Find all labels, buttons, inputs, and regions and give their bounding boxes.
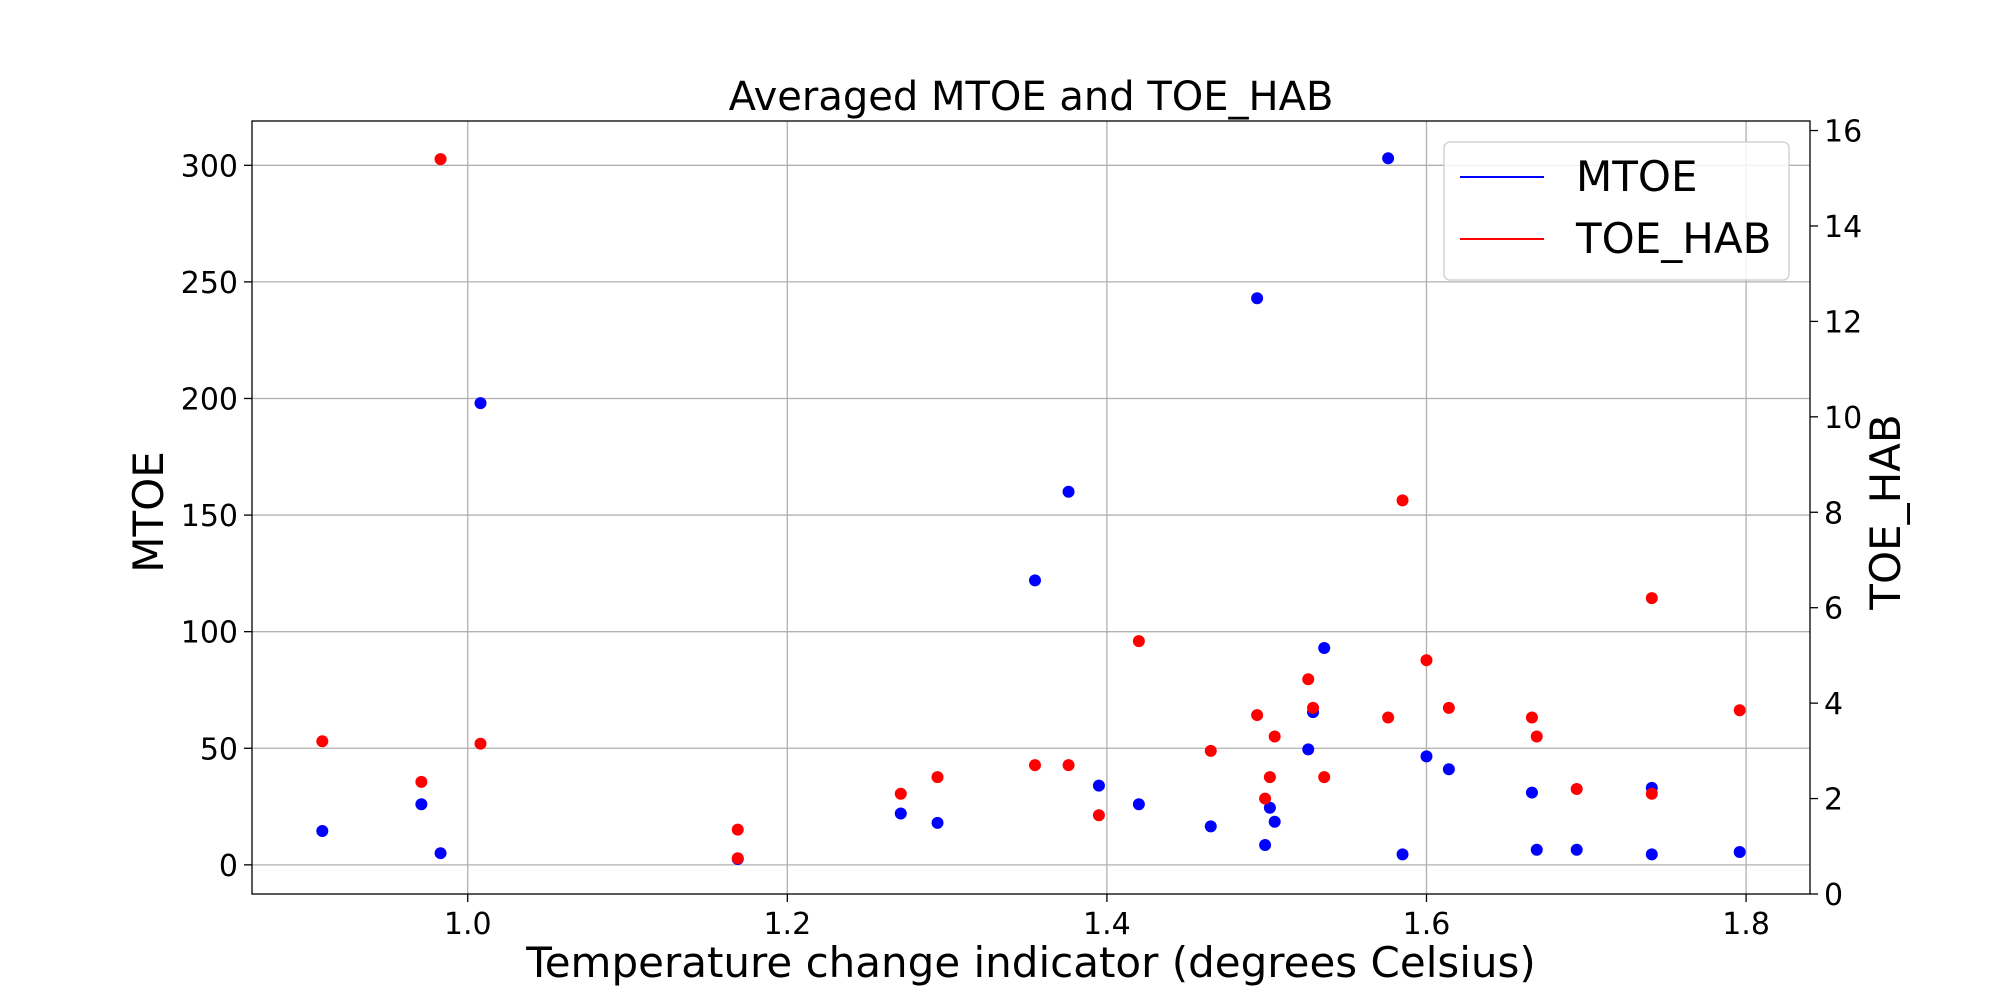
x-tick-label: 1.6 <box>1403 907 1451 942</box>
point-mtoe <box>1420 750 1433 763</box>
point-toe-hab <box>731 823 744 836</box>
point-toe-hab <box>1382 711 1395 724</box>
y-axis-label-right: TOE_HAB <box>1861 414 1910 610</box>
y-right-tick-label: 6 <box>1824 592 1843 627</box>
points-layer <box>316 152 1746 866</box>
x-tick-label: 1.4 <box>1083 907 1131 942</box>
x-axis-label: Temperature change indicator (degrees Ce… <box>525 938 1536 987</box>
point-mtoe <box>1382 152 1395 165</box>
y-right-tick-label: 0 <box>1824 878 1843 913</box>
y-right-tick-label: 12 <box>1824 305 1862 340</box>
chart-title: Averaged MTOE and TOE_HAB <box>729 74 1334 120</box>
grid-layer <box>252 121 1810 894</box>
point-mtoe <box>1204 820 1217 833</box>
point-toe-hab <box>1302 673 1315 686</box>
point-toe-hab <box>1645 787 1658 800</box>
y-left-tick-label: 0 <box>219 849 238 884</box>
y-right-tick-label: 2 <box>1824 783 1843 818</box>
y-axis-label-left: MTOE <box>124 451 173 573</box>
point-mtoe <box>1302 743 1315 756</box>
point-toe-hab <box>1204 744 1217 757</box>
point-toe-hab <box>1263 771 1276 784</box>
point-mtoe <box>931 816 944 829</box>
x-tick-label: 1.2 <box>763 907 811 942</box>
y-left-tick-label: 100 <box>181 616 238 651</box>
point-mtoe <box>415 798 428 811</box>
y-right-tick-label: 10 <box>1824 401 1862 436</box>
point-mtoe <box>1028 574 1041 587</box>
point-mtoe <box>1396 848 1409 861</box>
point-toe-hab <box>316 735 329 748</box>
point-mtoe <box>1268 815 1281 828</box>
y-left-tick-label: 300 <box>181 149 238 184</box>
point-toe-hab <box>1307 701 1320 714</box>
point-mtoe <box>474 397 487 410</box>
point-toe-hab <box>1062 759 1075 772</box>
point-mtoe <box>1263 801 1276 814</box>
point-mtoe <box>1251 292 1264 305</box>
point-toe-hab <box>434 153 447 166</box>
x-tick-label: 1.8 <box>1722 907 1770 942</box>
point-mtoe <box>1645 848 1658 861</box>
point-toe-hab <box>474 737 487 750</box>
legend-label-mtoe: MTOE <box>1576 152 1698 201</box>
point-mtoe <box>1132 798 1145 811</box>
ticks-layer: 1.0 1.2 1.4 1.6 1.8 0 50 100 150 200 250 300 0 2 4 6 8 10… <box>181 115 1862 942</box>
point-toe-hab <box>1268 730 1281 743</box>
point-toe-hab <box>894 787 907 800</box>
point-toe-hab <box>1396 494 1409 507</box>
point-toe-hab <box>1525 711 1538 724</box>
legend-label-toe-hab: TOE_HAB <box>1575 214 1771 263</box>
point-toe-hab <box>731 852 744 865</box>
point-toe-hab <box>1645 592 1658 605</box>
point-mtoe <box>1733 846 1746 859</box>
point-mtoe <box>1259 839 1272 852</box>
y-right-tick-label: 16 <box>1824 115 1862 150</box>
legend: MTOE TOE_HAB <box>1443 141 1790 281</box>
point-toe-hab <box>1259 792 1272 805</box>
point-toe-hab <box>1420 654 1433 667</box>
point-toe-hab <box>1530 730 1543 743</box>
point-mtoe <box>1570 843 1583 856</box>
y-left-tick-label: 150 <box>181 499 238 534</box>
point-mtoe <box>1442 763 1455 776</box>
point-toe-hab <box>1092 809 1105 822</box>
point-mtoe <box>434 847 447 860</box>
point-mtoe <box>1530 843 1543 856</box>
y-left-tick-label: 50 <box>200 732 238 767</box>
point-mtoe <box>1318 641 1331 654</box>
point-mtoe <box>1092 779 1105 792</box>
point-toe-hab <box>931 771 944 784</box>
point-toe-hab <box>1028 759 1041 772</box>
point-mtoe <box>316 825 329 838</box>
point-toe-hab <box>1132 635 1145 648</box>
point-toe-hab <box>1733 704 1746 717</box>
y-right-tick-label: 14 <box>1824 210 1862 245</box>
y-left-tick-label: 250 <box>181 266 238 301</box>
point-mtoe <box>1525 786 1538 799</box>
point-toe-hab <box>1570 783 1583 796</box>
point-mtoe <box>894 807 907 820</box>
plot-frame <box>251 120 1811 895</box>
x-tick-label: 1.0 <box>444 907 492 942</box>
y-right-tick-label: 8 <box>1824 496 1843 531</box>
point-toe-hab <box>415 775 428 788</box>
y-right-tick-label: 4 <box>1824 687 1843 722</box>
point-toe-hab <box>1318 771 1331 784</box>
y-left-tick-label: 200 <box>181 382 238 417</box>
point-toe-hab <box>1442 701 1455 714</box>
point-toe-hab <box>1251 709 1264 722</box>
point-mtoe <box>1062 485 1075 498</box>
